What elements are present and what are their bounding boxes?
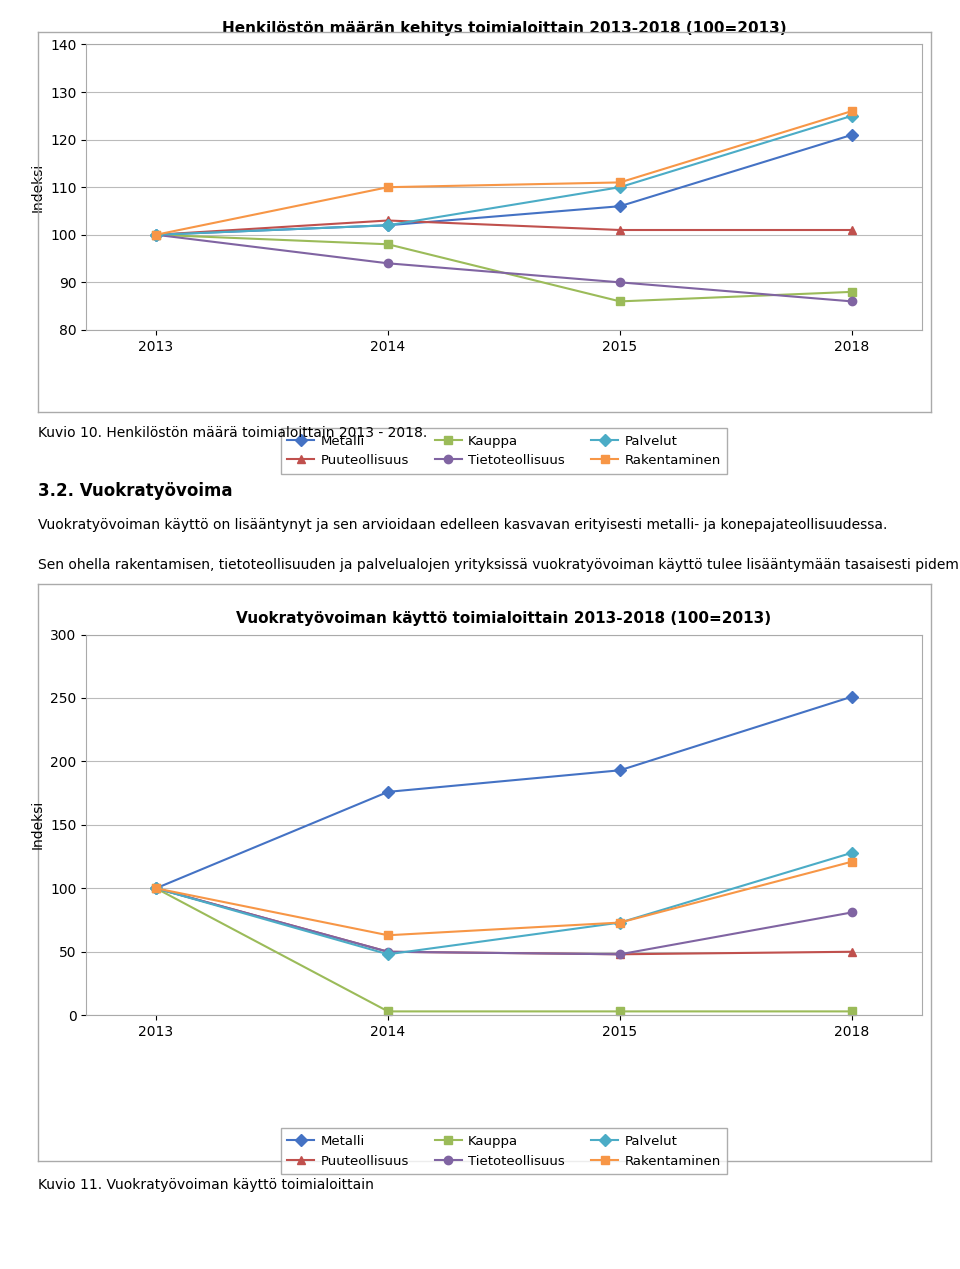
Tietoteollisuus [847,905,858,920]
Line: Palvelut: Palvelut [152,112,856,239]
Palvelut [614,179,626,194]
Kauppa [150,881,161,896]
Puuteollisuus [382,213,394,228]
Tietoteollisuus [614,274,626,289]
Text: Kuvio 11. Vuokratyövoiman käyttö toimialoittain: Kuvio 11. Vuokratyövoiman käyttö toimial… [38,1178,374,1192]
Line: Rakentaminen: Rakentaminen [152,858,856,939]
Line: Tietoteollisuus: Tietoteollisuus [152,884,856,958]
Puuteollisuus [847,944,858,959]
Text: Vuokratyövoiman käyttö on lisääntynyt ja sen arvioidaan edelleen kasvavan erityi: Vuokratyövoiman käyttö on lisääntynyt ja… [38,518,888,532]
Metalli [847,689,858,704]
Rakentaminen [847,854,858,869]
Tietoteollisuus [847,293,858,308]
Puuteollisuus [150,227,161,242]
Line: Metalli: Metalli [152,131,856,239]
Palvelut [614,915,626,930]
Kauppa [614,293,626,308]
Line: Palvelut: Palvelut [152,849,856,958]
Puuteollisuus [150,881,161,896]
Tietoteollisuus [614,947,626,962]
Y-axis label: Indeksi: Indeksi [31,162,44,212]
Rakentaminen [382,179,394,194]
Palvelut [150,881,161,896]
Rakentaminen [150,227,161,242]
Kauppa [847,1004,858,1019]
Puuteollisuus [382,944,394,959]
Kauppa [614,1004,626,1019]
Line: Puuteollisuus: Puuteollisuus [152,884,856,958]
Line: Metalli: Metalli [152,693,856,892]
Rakentaminen [614,915,626,930]
Puuteollisuus [614,222,626,237]
Line: Rakentaminen: Rakentaminen [152,107,856,239]
Y-axis label: Indeksi: Indeksi [31,801,45,849]
Puuteollisuus [847,222,858,237]
Title: Henkilöstön määrän kehitys toimialoittain 2013-2018 (100=2013): Henkilöstön määrän kehitys toimialoittai… [222,22,786,37]
Line: Tietoteollisuus: Tietoteollisuus [152,231,856,306]
Kauppa [382,1004,394,1019]
Rakentaminen [150,881,161,896]
Line: Kauppa: Kauppa [152,231,856,306]
Puuteollisuus [614,947,626,962]
Text: 3.2. Vuokratyövoima: 3.2. Vuokratyövoima [38,482,233,500]
Palvelut [847,108,858,123]
Metalli [150,227,161,242]
Line: Kauppa: Kauppa [152,884,856,1015]
Palvelut [847,845,858,860]
Kauppa [847,284,858,299]
Kauppa [382,236,394,251]
Rakentaminen [382,928,394,943]
Legend: Metalli, Puuteollisuus, Kauppa, Tietoteollisuus, Palvelut, Rakentaminen: Metalli, Puuteollisuus, Kauppa, Tietoteo… [281,428,727,473]
Palvelut [382,947,394,962]
Tietoteollisuus [150,227,161,242]
Metalli [382,784,394,799]
Palvelut [382,217,394,232]
Palvelut [150,227,161,242]
Text: Sen ohella rakentamisen, tietoteollisuuden ja palvelualojen yrityksissä vuokraty: Sen ohella rakentamisen, tietoteollisuud… [38,558,960,572]
Text: Kuvio 10. Henkilöstön määrä toimialoittain 2013 - 2018.: Kuvio 10. Henkilöstön määrä toimialoitta… [38,426,427,440]
Rakentaminen [847,103,858,118]
Line: Puuteollisuus: Puuteollisuus [152,216,856,239]
Tietoteollisuus [150,881,161,896]
Rakentaminen [614,175,626,190]
Tietoteollisuus [382,944,394,959]
Tietoteollisuus [382,255,394,270]
Legend: Metalli, Puuteollisuus, Kauppa, Tietoteollisuus, Palvelut, Rakentaminen: Metalli, Puuteollisuus, Kauppa, Tietoteo… [281,1128,727,1174]
Metalli [382,217,394,232]
Metalli [150,881,161,896]
Metalli [847,127,858,142]
Metalli [614,763,626,778]
Kauppa [150,227,161,242]
Metalli [614,198,626,213]
Title: Vuokratyövoiman käyttö toimialoittain 2013-2018 (100=2013): Vuokratyövoiman käyttö toimialoittain 20… [236,612,772,627]
